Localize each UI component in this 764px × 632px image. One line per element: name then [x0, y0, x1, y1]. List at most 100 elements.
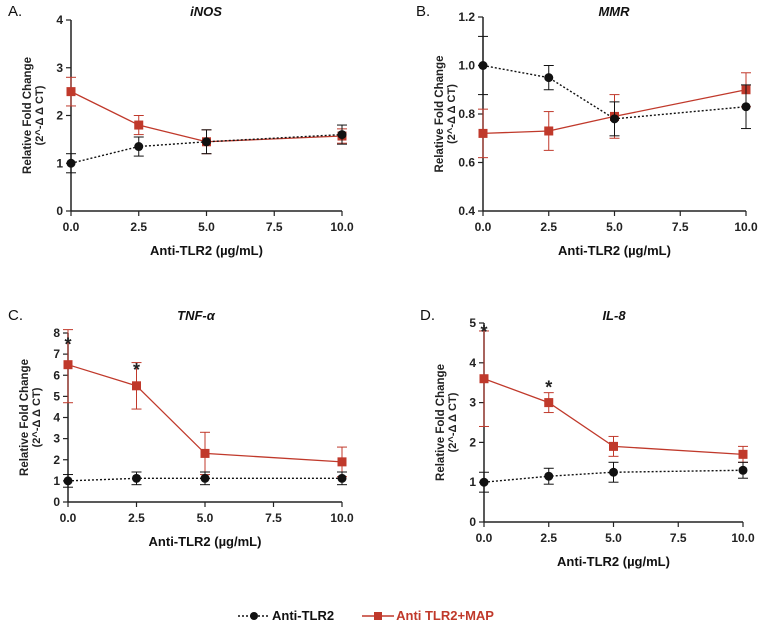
y-tick-label: 2 [469, 435, 476, 449]
y-tick-label: 1 [56, 156, 63, 170]
x-tick-label: 0.0 [60, 511, 77, 525]
significance-star: * [480, 322, 487, 342]
panel-label: A. [8, 3, 22, 20]
y-tick-label: 3 [469, 396, 476, 410]
data-point-anti-tlr2-map [134, 120, 144, 130]
x-tick-label: 10.0 [734, 220, 758, 234]
y-tick-label: 0 [53, 495, 60, 509]
y-axis-label-unit: (2^-Δ Δ CT) [447, 392, 459, 452]
legend-marker-anti-tlr2 [238, 611, 270, 620]
y-tick-label: 0.6 [458, 156, 475, 170]
y-axis-label: Relative Fold Change [19, 359, 31, 476]
data-point-anti-tlr2 [544, 471, 554, 481]
chart-title: iNOS [190, 4, 222, 19]
y-axis-label: Relative Fold Change [435, 364, 447, 481]
data-point-anti-tlr2-map [478, 128, 488, 138]
y-tick-label: 4 [56, 13, 63, 27]
legend: Anti-TLR2 Anti TLR2+MAP [236, 608, 520, 623]
data-point-anti-tlr2 [66, 158, 76, 168]
y-tick-label: 1.2 [458, 10, 475, 24]
data-point-anti-tlr2-map [544, 398, 554, 408]
y-tick-label: 5 [469, 316, 476, 330]
series-line-anti-tlr2-map [482, 89, 747, 135]
y-axis-label-unit: (2^-Δ Δ CT) [446, 84, 458, 144]
series-line-anti-tlr2 [482, 64, 747, 120]
x-axis-label: Anti-TLR2 (µg/mL) [150, 243, 263, 258]
data-point-anti-tlr2 [202, 137, 211, 147]
legend-label-anti-tlr2-map: Anti TLR2+MAP [396, 608, 494, 623]
x-tick-label: 0.0 [475, 220, 492, 234]
y-axis-label-unit: (2^-Δ Δ CT) [31, 387, 43, 447]
panel-label: B. [416, 3, 430, 20]
x-tick-label: 10.0 [731, 531, 755, 545]
chart-panel-3: C. TNF-α 0 1 2 3 4 5 6 7 8 0.0 2.5 5.0 7.5 10.0 Anti-TLR… [8, 307, 354, 549]
data-point-anti-tlr2 [134, 142, 144, 152]
x-tick-label: 2.5 [130, 220, 147, 234]
x-axis-label: Anti-TLR2 (µg/mL) [149, 534, 262, 549]
legend-item-anti-tlr2-map: Anti TLR2+MAP [360, 608, 494, 623]
y-tick-label: 8 [53, 326, 60, 340]
x-axis-label: Anti-TLR2 (µg/mL) [557, 554, 670, 569]
y-tick-label: 6 [53, 368, 60, 382]
legend-item-anti-tlr2: Anti-TLR2 [236, 608, 334, 623]
data-point-anti-tlr2-map [200, 448, 210, 458]
x-tick-label: 7.5 [265, 511, 282, 525]
series-line-anti-tlr2-map [67, 364, 343, 463]
x-tick-label: 10.0 [330, 220, 354, 234]
data-point-anti-tlr2 [544, 73, 554, 83]
data-point-anti-tlr2 [63, 476, 73, 486]
significance-star: * [64, 334, 71, 354]
y-tick-label: 4 [469, 356, 476, 370]
data-point-anti-tlr2-map [66, 87, 76, 97]
chart-panel-1: A. iNOS 0 1 2 3 4 0.0 2.5 5.0 7.5 10.0 Anti-TLR2 (µg… [8, 3, 354, 258]
series-line-anti-tlr2 [70, 133, 343, 164]
y-tick-label: 1.0 [458, 59, 475, 73]
x-tick-label: 2.5 [540, 220, 557, 234]
y-axis-label: Relative Fold Change [22, 57, 34, 174]
x-tick-label: 7.5 [672, 220, 689, 234]
x-tick-label: 2.5 [128, 511, 145, 525]
y-tick-label: 1 [469, 475, 476, 489]
y-tick-label: 2 [53, 453, 60, 467]
x-tick-label: 5.0 [197, 511, 214, 525]
data-point-anti-tlr2 [478, 61, 488, 70]
series-line-anti-tlr2-map [483, 378, 744, 455]
data-point-anti-tlr2-map [609, 441, 618, 451]
x-tick-label: 2.5 [540, 531, 557, 545]
data-point-anti-tlr2-map [738, 449, 748, 459]
y-axis-label: Relative Fold Change [434, 56, 446, 173]
series-line-anti-tlr2-map [70, 91, 343, 143]
x-tick-label: 5.0 [605, 531, 622, 545]
chart-title: IL-8 [602, 308, 626, 323]
data-point-anti-tlr2-map [132, 381, 141, 391]
data-point-anti-tlr2-map [337, 457, 347, 467]
y-tick-label: 0.8 [458, 107, 475, 121]
data-point-anti-tlr2 [337, 473, 347, 483]
data-point-anti-tlr2 [200, 473, 210, 483]
x-axis-label: Anti-TLR2 (µg/mL) [558, 243, 671, 258]
data-point-anti-tlr2 [738, 465, 748, 475]
x-tick-label: 5.0 [198, 220, 215, 234]
y-tick-label: 1 [53, 474, 60, 488]
chart-title: TNF-α [177, 308, 216, 323]
data-point-anti-tlr2 [479, 477, 489, 487]
legend-label-anti-tlr2: Anti-TLR2 [272, 608, 335, 623]
x-tick-label: 10.0 [330, 511, 354, 525]
x-tick-label: 0.0 [63, 220, 80, 234]
significance-star: * [545, 378, 552, 398]
chart-title: MMR [598, 4, 630, 19]
data-point-anti-tlr2 [609, 467, 618, 477]
data-point-anti-tlr2 [610, 114, 619, 124]
x-tick-label: 0.0 [476, 531, 493, 545]
y-tick-label: 2 [56, 109, 63, 123]
data-point-anti-tlr2 [741, 102, 751, 112]
panel-label: D. [420, 307, 435, 324]
significance-star: * [133, 360, 140, 380]
chart-panel-4: D. IL-8 0 1 2 3 4 5 0.0 2.5 5.0 7.5 10.0 Anti-TLR2 (µ… [420, 307, 755, 569]
y-tick-label: 4 [53, 411, 60, 425]
data-point-anti-tlr2 [132, 473, 141, 483]
y-tick-label: 5 [53, 389, 60, 403]
legend-marker-anti-tlr2-map [362, 611, 395, 620]
x-tick-label: 5.0 [606, 220, 623, 234]
